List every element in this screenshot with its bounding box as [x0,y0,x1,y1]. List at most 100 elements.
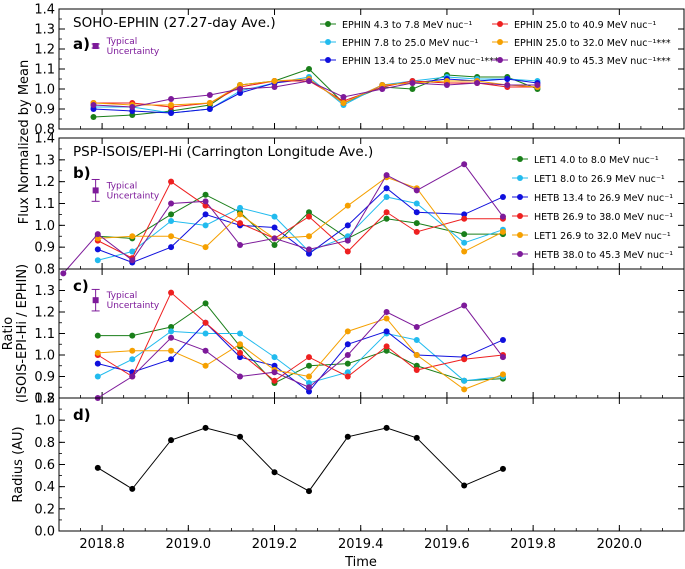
legend-entry: EPHIN 25.0 to 40.9 MeV nuc⁻¹ [492,20,657,31]
y-tick-label: 0.9 [34,241,55,256]
data-point [383,315,390,322]
y-tick-label: 1.0 [34,83,55,98]
data-point [168,96,175,102]
data-point [383,347,390,354]
data-point [499,228,506,235]
data-point [383,424,390,431]
uncertainty-square [92,297,99,304]
data-point [461,231,468,238]
data-point [306,213,312,220]
data-point [237,204,244,211]
legend-entry: LET1 26.9 to 32.0 MeV nuc⁻¹ [512,231,671,242]
legend-label: EPHIN 13.4 to 25.0 MeV nuc⁻¹*** [342,56,499,67]
data-point [443,82,450,88]
y-tick-label: 0.4 [34,480,55,495]
data-point [504,76,511,82]
data-point [94,235,101,242]
data-point [168,324,175,331]
data-point [271,469,278,476]
data-point [237,341,244,348]
data-point [413,324,420,331]
data-point [413,362,420,369]
data-point [168,244,175,251]
data-point [499,213,506,220]
data-point [94,464,101,471]
series-line [97,176,504,253]
legend-label: HETB 38.0 to 45.3 MeV nuc⁻¹ [534,250,673,261]
series-d-0 [94,424,506,495]
legend-entry: HETB 26.9 to 38.0 MeV nuc⁻¹ [512,212,673,223]
data-point [306,362,312,369]
x-tick-label: 2019.2 [252,537,298,552]
data-point [383,185,390,192]
data-point [383,172,390,179]
data-point [474,80,481,86]
data-point [271,369,278,376]
data-point [340,100,347,106]
panel-a: 0.8 0.9 1.0 1.1 1.2 1.3 1.4 SOHO-EPHIN (27.27-d… [34,3,685,138]
data-point [202,222,209,229]
y-tick-label: 0.8 [34,123,55,138]
y-tick-label: 1.1 [34,327,55,342]
data-point [202,362,209,369]
panel-b-title: PSP-ISOIS/EPI-Hi (Carrington Longitude A… [73,144,373,160]
legend-entry: HETB 38.0 to 45.3 MeV nuc⁻¹ [512,250,673,261]
data-point [271,241,278,248]
uncertainty-label-2: Uncertainty [107,191,160,201]
data-point [409,86,416,92]
y-tick-label: 0.2 [34,502,55,517]
data-point [413,187,420,194]
data-point [168,102,175,108]
data-point [340,94,347,100]
y-tick-label: 1.2 [34,392,55,407]
data-point [202,202,209,209]
series-c-5 [94,302,506,401]
legend-label: EPHIN 25.0 to 32.0 MeV nuc⁻¹*** [514,38,671,49]
series-line [97,322,504,393]
data-point [129,332,136,339]
legend-label: EPHIN 25.0 to 40.9 MeV nuc⁻¹ [514,20,657,31]
series-line [97,427,504,492]
data-point [129,347,136,354]
data-point [344,222,351,229]
series-line [97,304,504,399]
panel-b: 0.8 0.9 1.0 1.1 1.2 1.3 1.4 PSP-ISOIS/EPI-Hi (C… [34,132,685,278]
legend-entry: HETB 13.4 to 26.9 MeV nuc⁻¹ [512,193,673,204]
data-point [306,78,312,84]
data-point [306,250,312,257]
uncertainty-label-1: Typical [106,181,138,191]
data-point [168,110,175,116]
legend-entry: EPHIN 13.4 to 25.0 MeV nuc⁻¹*** [320,56,499,67]
panel-d-letter: d) [73,406,91,424]
series-line [97,330,504,384]
data-point [461,482,468,489]
x-tick-label: 2019.8 [510,537,556,552]
y-tick-label: 0.8 [34,263,55,278]
data-point [413,367,420,374]
legend-swatch-marker [325,39,331,45]
panel-d-frame [58,397,685,532]
series-line [97,196,504,261]
data-point [461,377,468,384]
data-point [413,220,420,227]
legend-label: HETB 13.4 to 26.9 MeV nuc⁻¹ [534,193,673,204]
data-point [383,309,390,315]
data-point [90,114,97,120]
y-tick-label: 0.8 [34,392,55,407]
data-point [129,257,136,264]
data-point [413,200,420,207]
series-b-5 [60,161,506,277]
y-tick-label: 1.3 [34,153,55,168]
data-point [413,352,420,358]
data-point [461,161,468,168]
data-point [90,102,97,108]
data-point [383,215,390,222]
data-point [461,248,468,255]
data-point [271,354,278,361]
data-point [237,211,244,218]
data-point [344,202,351,209]
data-point [499,193,506,200]
data-point [499,336,506,343]
uncertainty-square [92,187,99,194]
